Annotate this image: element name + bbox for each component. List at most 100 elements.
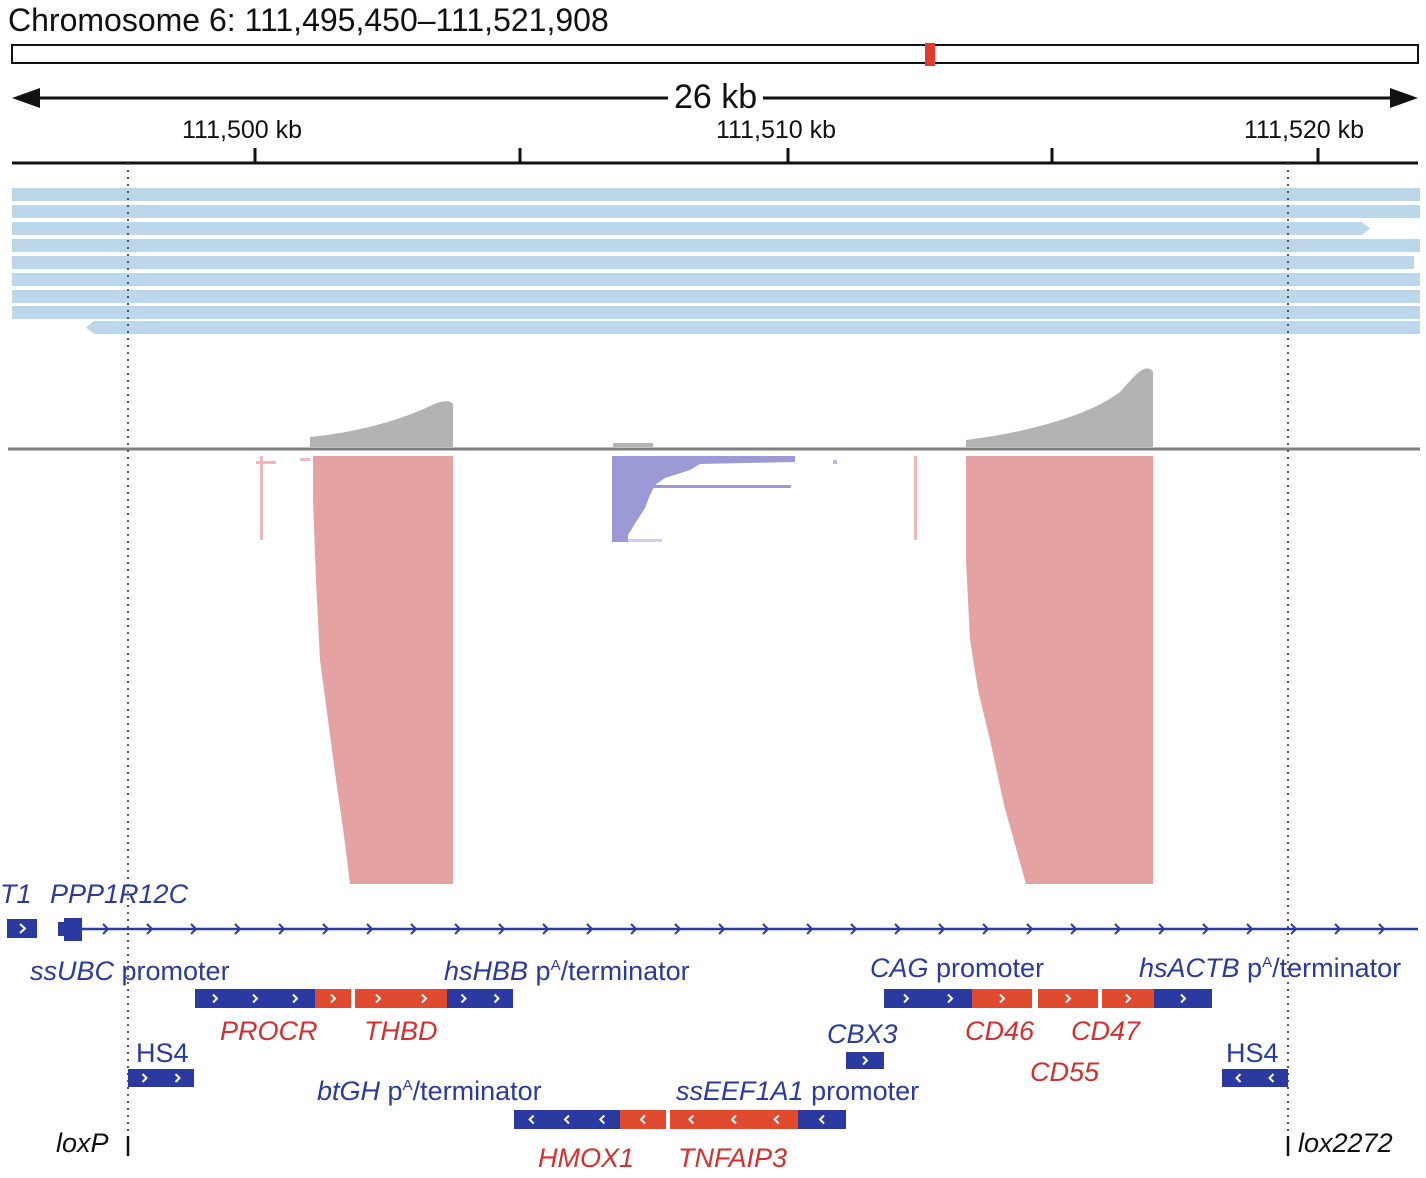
coverage-peak-left (310, 401, 453, 447)
gene-label-thbd: THBD (364, 1016, 438, 1046)
span-length-label: 26 kb (668, 80, 764, 114)
ruler-tick-label: 111,510 kb (716, 116, 837, 144)
cassette-strand-chevron (862, 1055, 869, 1066)
gene-label-cd46: CD46 (965, 1016, 1035, 1046)
btgh-terminator-block (514, 1110, 620, 1129)
strand-chevron (674, 923, 682, 935)
t1-exon (7, 919, 37, 938)
strand-chevron (894, 923, 902, 935)
cassette-strand-chevron (639, 1114, 646, 1125)
procr-cds-block (315, 989, 351, 1008)
long-read-track (12, 188, 1420, 334)
gene-label-tnfaip3: TNFAIP3 (678, 1143, 788, 1173)
ssubc-promoter-block (195, 989, 315, 1008)
lox-site-marks (126, 1136, 1290, 1156)
hs4-right-block (1222, 1069, 1288, 1087)
cassette-strand-chevron (818, 1114, 825, 1125)
strand-chevron (498, 923, 506, 935)
strand-chevron (1378, 923, 1386, 935)
cassette-strand-chevron (460, 993, 467, 1004)
cassette-strand-chevron (330, 993, 337, 1004)
sseef1a1-promoter-block (798, 1110, 846, 1129)
cassette-strand-chevron (141, 1073, 148, 1083)
sseef1a1-promoter-label: ssEEF1A1 promoter (676, 1076, 920, 1106)
strand-chevron (806, 923, 814, 935)
cassette-strand-chevron (252, 993, 259, 1004)
ssubc-promoter-label: ssUBC promoter (30, 956, 230, 986)
coverage-small-bump (613, 443, 653, 447)
cassette-strand-chevron (1180, 993, 1187, 1004)
cassette-strand-chevron (212, 993, 219, 1004)
read-pileup-right (966, 456, 1153, 884)
strand-chevron (542, 923, 550, 935)
strand-chevron (982, 923, 990, 935)
strand-chevron (322, 923, 330, 935)
cassette-strand-chevron (773, 1114, 780, 1125)
clipped-read-fragments (256, 456, 917, 540)
lox-site-guides (127, 163, 1289, 1140)
cassette-strand-chevron (1125, 993, 1132, 1004)
cassette-strand-chevron (903, 993, 910, 1004)
gene-label-hmox1: HMOX1 (538, 1143, 635, 1173)
transgene-cassettes (128, 989, 1288, 1129)
ppp1r12c-exon-utr (58, 922, 66, 936)
cassette-strand-chevron (421, 993, 428, 1004)
strand-chevron (1202, 923, 1210, 935)
hsactb-terminator-label: hsACTB pA/terminator (1139, 953, 1402, 983)
coverage-track (310, 368, 1153, 447)
gene-annotation-track (7, 918, 1418, 941)
cassette-strand-chevron (598, 1114, 606, 1125)
ppp1r12c-exon (64, 918, 82, 941)
chromosome-ideogram (11, 44, 1419, 64)
hs4-left-label: HS4 (136, 1038, 189, 1068)
strand-chevron (630, 923, 638, 935)
btgh-terminator-label: btGH pA/terminator (317, 1076, 542, 1106)
chromosome-title: Chromosome 6: 111,495,450–111,521,908 (8, 2, 609, 38)
cd46-cds-block (972, 989, 1032, 1008)
hmox1-cds-block (620, 1110, 666, 1129)
strand-chevron (938, 923, 946, 935)
coverage-peak-right (966, 368, 1153, 447)
gene-label-procr: PROCR (220, 1016, 318, 1046)
strand-chevron (1114, 923, 1122, 935)
strand-chevron (1158, 923, 1166, 935)
coordinate-ruler (12, 148, 1418, 165)
strand-chevron (102, 923, 110, 935)
strand-chevrons (102, 923, 1386, 935)
cassette-strand-chevron (1065, 993, 1072, 1004)
strand-chevron (586, 923, 594, 935)
cassette-strand-chevron (999, 993, 1006, 1004)
cassette-strand-chevron (1235, 1073, 1242, 1083)
cassette-strand-chevron (174, 1073, 181, 1083)
strand-chevron (1334, 923, 1342, 935)
strand-chevron (850, 923, 858, 935)
aligned-reads-track (256, 456, 1153, 884)
cag-promoter-block (884, 989, 972, 1008)
strand-chevron (278, 923, 286, 935)
cassette-strand-chevron (1268, 1073, 1275, 1083)
cassette-strand-chevron (375, 993, 382, 1004)
hshbb-terminator-label: hsHBB pA/terminator (444, 956, 690, 986)
read-dot (833, 460, 837, 464)
gene-label-ppp1r12c: PPP1R12C (50, 879, 189, 909)
strand-chevron (762, 923, 770, 935)
cassette-strand-chevron (528, 1114, 535, 1125)
cd55-cds-block (1038, 989, 1098, 1008)
cassette-strand-chevron (493, 993, 500, 1004)
strand-chevron (454, 923, 462, 935)
lox2272-site-label: lox2272 (1298, 1128, 1393, 1158)
cd47-cds-block (1102, 989, 1154, 1008)
strand-chevron (366, 923, 374, 935)
read-pileup-reverse (612, 456, 795, 542)
gene-label-cd55: CD55 (1030, 1057, 1100, 1087)
tnfaip3-cds-block (670, 1110, 798, 1129)
cassette-strand-chevron (730, 1114, 737, 1125)
cassette-strand-chevron (563, 1114, 570, 1125)
gene-label-cbx3: CBX3 (827, 1019, 898, 1049)
ideogram-position-marker (925, 43, 935, 66)
cbx3-block (846, 1052, 884, 1069)
ruler-tick-label: 111,520 kb (1244, 116, 1365, 144)
hs4-right-label: HS4 (1226, 1038, 1279, 1068)
strand-chevron (410, 923, 418, 935)
